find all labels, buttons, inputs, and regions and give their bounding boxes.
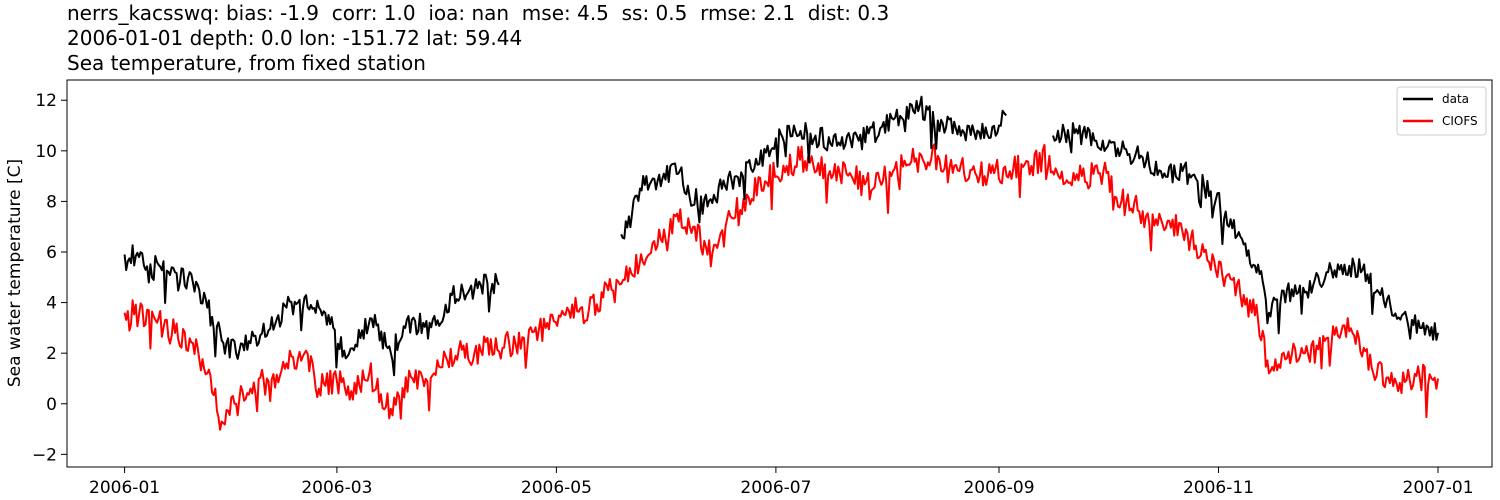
y-tick-label: 4 — [46, 294, 57, 314]
series-line-ciofs — [123, 143, 1439, 431]
x-axis: 2006-01 2006-03 2006-05 2006-07 2006-09 2006-… — [89, 467, 1474, 498]
x-tick-label: 2006-03 — [301, 478, 372, 498]
y-axis-label: Sea water temperature [C] — [5, 159, 25, 387]
x-tick-label: 2006-05 — [521, 478, 592, 498]
x-tick-label: 2007-01 — [1403, 478, 1474, 498]
series-line-data — [123, 244, 500, 377]
x-tick-label: 2006-11 — [1183, 478, 1254, 498]
x-tick-label: 2006-07 — [740, 478, 811, 498]
title-variable-line: Sea temperature, from fixed station — [67, 51, 426, 75]
title-station-line: 2006-01-01 depth: 0.0 lon: -151.72 lat: … — [67, 26, 523, 50]
legend-label-ciofs: CIOFS — [1442, 114, 1478, 128]
y-tick-label: 8 — [46, 192, 57, 212]
y-tick-label: 0 — [46, 395, 57, 415]
y-axis: −2 0 2 4 6 8 10 12 — [32, 91, 67, 465]
y-tick-label: 10 — [35, 142, 57, 162]
title-stats-line: nerrs_kacsswq: bias: -1.9 corr: 1.0 ioa:… — [67, 1, 890, 25]
legend: data CIOFS — [1396, 86, 1487, 136]
x-tick-label: 2006-01 — [89, 478, 160, 498]
series-line-data — [620, 95, 1007, 240]
y-tick-label: 12 — [35, 91, 57, 111]
y-tick-label: 2 — [46, 344, 57, 364]
y-tick-label: 6 — [46, 243, 57, 263]
plot-frame — [66, 79, 1493, 468]
legend-label-data: data — [1442, 92, 1469, 106]
x-tick-label: 2006-09 — [963, 478, 1034, 498]
series-traces — [123, 95, 1439, 431]
series-line-data — [1052, 122, 1439, 341]
y-tick-label: −2 — [32, 445, 57, 465]
chart-title: nerrs_kacsswq: bias: -1.9 corr: 1.0 ioa:… — [67, 1, 889, 76]
